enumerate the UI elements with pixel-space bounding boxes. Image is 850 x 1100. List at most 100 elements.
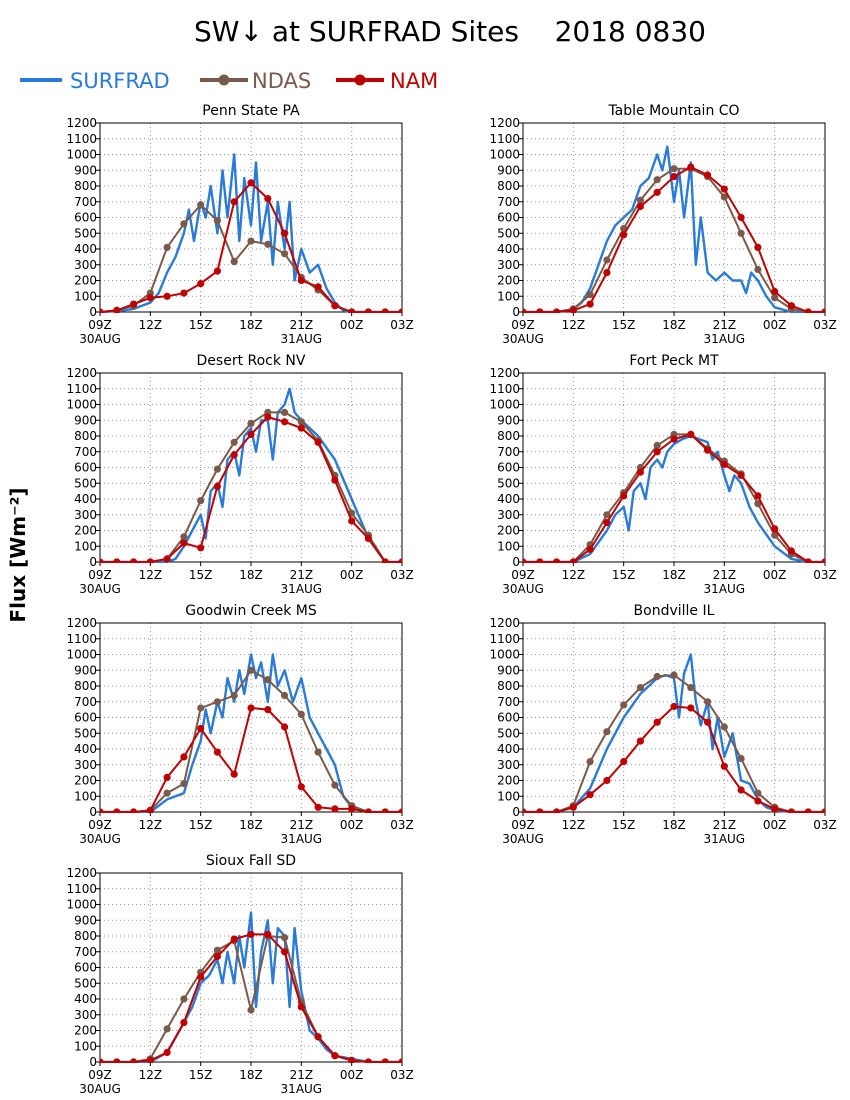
data-point-nam <box>314 283 322 291</box>
data-point-nam <box>754 243 762 251</box>
y-tick-label: 100 <box>497 789 520 803</box>
y-tick-label: 900 <box>74 663 97 677</box>
data-point-ndas <box>297 710 305 719</box>
y-tick-label: 600 <box>497 211 520 225</box>
date-label: 31AUG <box>281 1082 323 1096</box>
data-point-nam <box>523 308 527 313</box>
data-point-nam <box>180 289 188 297</box>
x-tick-label: 12Z <box>139 1068 163 1082</box>
data-point-ndas <box>653 176 661 184</box>
y-tick-label: 400 <box>74 992 97 1006</box>
x-tick-label: 00Z <box>340 818 364 832</box>
date-label: 30AUG <box>79 832 121 846</box>
data-point-nam <box>348 805 356 813</box>
x-tick-label: 15Z <box>612 318 636 332</box>
panel-sioux-fall-sd: Sioux Fall SD010020030040050060070080090… <box>66 853 413 1096</box>
data-point-ndas <box>586 291 594 299</box>
x-tick-label: 00Z <box>340 568 364 582</box>
y-tick-label: 600 <box>74 211 97 225</box>
data-point-nam <box>297 783 305 791</box>
data-point-nam <box>314 1033 322 1041</box>
data-point-nam <box>100 308 104 313</box>
data-point-ndas <box>297 418 305 426</box>
date-label: 31AUG <box>704 582 746 596</box>
y-axis-label: Flux [Wm⁻²] <box>6 487 30 622</box>
data-point-ndas <box>620 701 628 709</box>
y-tick-label: 200 <box>74 274 97 288</box>
data-point-nam <box>264 706 272 714</box>
y-tick-label: 1000 <box>66 648 97 662</box>
y-tick-label: 600 <box>74 961 97 975</box>
data-point-nam <box>603 519 611 527</box>
x-tick-label: 00Z <box>763 318 787 332</box>
y-tick-label: 1100 <box>66 882 97 896</box>
data-point-ndas <box>163 1025 171 1033</box>
series-nam <box>100 704 402 813</box>
y-tick-label: 200 <box>497 524 520 538</box>
x-tick-label: 03Z <box>813 818 837 832</box>
series-line-surfrad <box>100 653 402 813</box>
data-point-ndas <box>180 533 188 541</box>
y-tick-label: 200 <box>497 274 520 288</box>
data-point-ndas <box>754 500 762 508</box>
panel-bondville-il: Bondville IL0100200300400500600700800900… <box>489 603 836 846</box>
y-tick-label: 1000 <box>66 148 97 162</box>
data-point-nam <box>348 1056 356 1063</box>
y-tick-label: 800 <box>74 679 97 693</box>
data-point-nam <box>247 179 255 187</box>
y-tick-label: 100 <box>74 289 97 303</box>
data-point-nam <box>636 202 645 211</box>
data-point-nam <box>146 558 154 563</box>
x-tick-label: 15Z <box>612 568 636 582</box>
data-point-ndas <box>636 196 645 204</box>
data-point-nam <box>331 476 339 484</box>
data-point-nam <box>197 280 205 288</box>
panel-title: Desert Rock NV <box>197 353 306 369</box>
data-point-nam <box>687 704 695 712</box>
panel-desert-rock-nv: Desert Rock NV01002003004005006007008009… <box>66 353 413 596</box>
y-tick-label: 700 <box>497 445 520 459</box>
data-point-nam <box>620 758 628 766</box>
data-point-nam <box>146 1056 154 1063</box>
y-tick-label: 500 <box>74 226 97 240</box>
data-point-nam <box>213 482 221 490</box>
data-point-nam <box>180 539 188 547</box>
data-point-nam <box>553 308 561 313</box>
data-point-nam <box>804 308 812 313</box>
data-point-nam <box>146 806 154 813</box>
date-label: 30AUG <box>79 332 121 346</box>
data-point-nam <box>230 935 238 943</box>
data-point-nam <box>804 808 812 813</box>
x-tick-label: 00Z <box>340 1068 364 1082</box>
y-tick-label: 800 <box>497 179 520 193</box>
data-point-nam <box>553 558 561 563</box>
data-point-ndas <box>754 265 762 274</box>
data-point-nam <box>720 185 728 193</box>
data-point-nam <box>364 308 372 313</box>
data-point-ndas <box>586 758 594 766</box>
x-tick-label: 21Z <box>290 818 314 832</box>
data-point-nam <box>381 1058 389 1063</box>
data-point-ndas <box>603 256 611 264</box>
x-tick-label: 12Z <box>562 568 586 582</box>
data-point-ndas <box>197 201 205 209</box>
y-tick-label: 200 <box>497 774 520 788</box>
y-tick-label: 1200 <box>66 866 97 880</box>
data-point-nam <box>787 808 795 813</box>
y-tick-label: 1200 <box>66 116 97 130</box>
legend-label-nam: NAM <box>390 69 438 93</box>
y-tick-label: 500 <box>74 476 97 490</box>
data-point-ndas <box>264 676 272 684</box>
y-tick-label: 400 <box>497 742 520 756</box>
data-point-ndas <box>197 497 205 505</box>
y-tick-label: 0 <box>89 1055 97 1069</box>
y-tick-label: 300 <box>74 758 97 772</box>
data-point-nam <box>704 171 712 179</box>
data-point-nam <box>348 308 356 313</box>
data-point-ndas <box>213 465 221 473</box>
data-point-ndas <box>213 698 221 706</box>
y-tick-label: 900 <box>497 413 520 427</box>
y-tick-label: 700 <box>497 195 520 209</box>
x-tick-label: 09Z <box>88 818 112 832</box>
x-tick-label: 21Z <box>290 568 314 582</box>
